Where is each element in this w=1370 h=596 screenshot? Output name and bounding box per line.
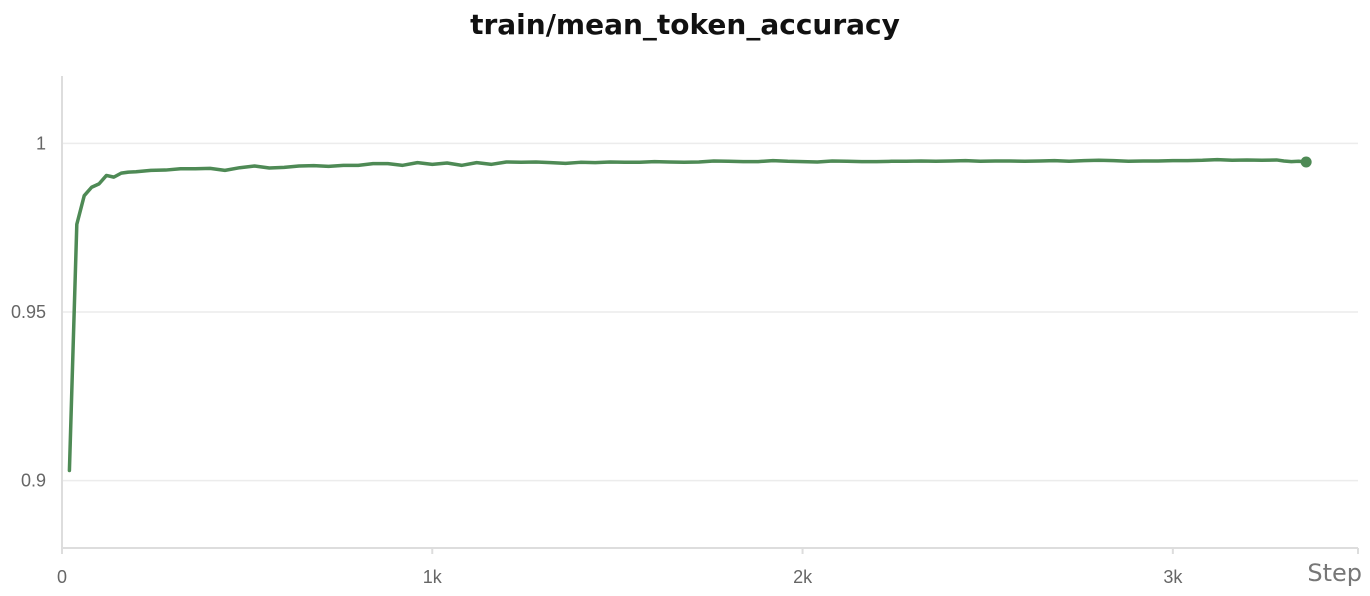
series bbox=[67, 156, 1312, 473]
x-axis-title: Step bbox=[1307, 559, 1362, 587]
series-line bbox=[67, 157, 1308, 473]
y-tick-label: 1 bbox=[36, 133, 46, 153]
last-point-marker[interactable] bbox=[1300, 156, 1312, 168]
x-tick-label: 3k bbox=[1163, 567, 1183, 587]
y-tick-label: 0.9 bbox=[21, 471, 46, 491]
axes bbox=[61, 76, 1359, 554]
x-tick-label: 1k bbox=[423, 567, 443, 587]
grid-lines bbox=[62, 142, 1358, 482]
x-tick-label: 0 bbox=[57, 567, 67, 587]
chart-title: train/mean_token_accuracy bbox=[470, 8, 900, 41]
y-tick-label: 0.95 bbox=[11, 302, 46, 322]
tick-labels: 0.9 0.95 1 0 1k 2k 3k bbox=[11, 133, 1183, 587]
x-tick-label: 2k bbox=[793, 567, 813, 587]
